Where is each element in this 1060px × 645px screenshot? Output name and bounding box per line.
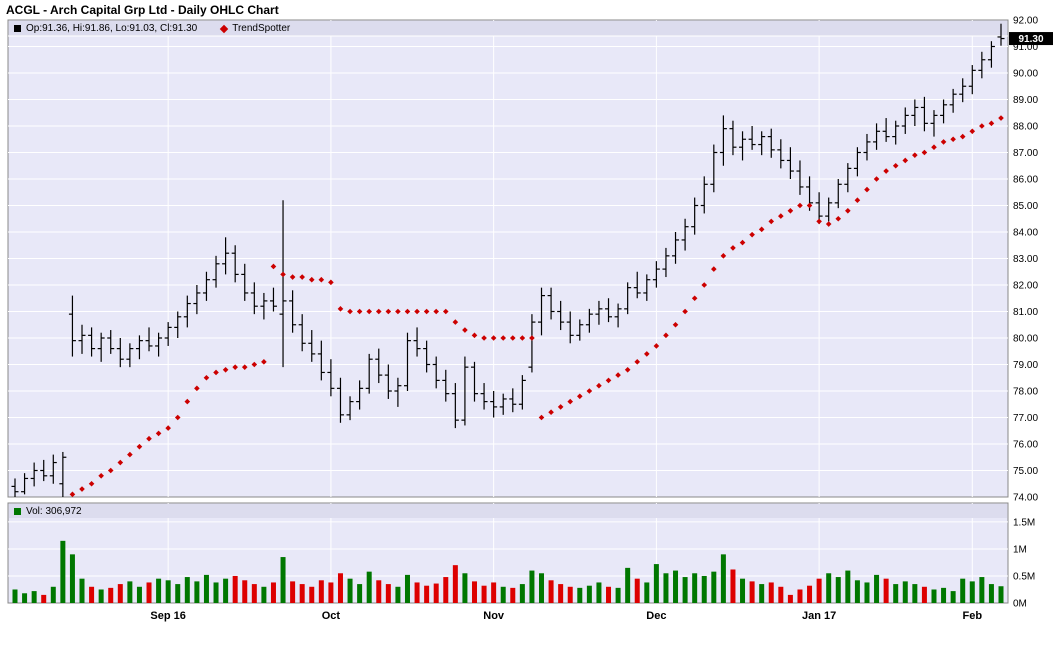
svg-text:85.00: 85.00 bbox=[1013, 201, 1038, 212]
svg-text:Feb: Feb bbox=[963, 610, 983, 622]
svg-text:83.00: 83.00 bbox=[1013, 254, 1038, 265]
svg-text:89.00: 89.00 bbox=[1013, 95, 1038, 106]
svg-text:92.00: 92.00 bbox=[1013, 16, 1038, 27]
svg-text:1M: 1M bbox=[1013, 544, 1027, 555]
volume-legend: Vol: 306,972 bbox=[14, 506, 82, 517]
ohlc-legend-swatch-icon bbox=[14, 25, 21, 32]
svg-text:74.00: 74.00 bbox=[1013, 493, 1038, 504]
svg-text:0M: 0M bbox=[1013, 599, 1027, 610]
volume-legend-swatch-icon bbox=[14, 508, 21, 515]
svg-text:0.5M: 0.5M bbox=[1013, 571, 1035, 582]
svg-text:87.00: 87.00 bbox=[1013, 148, 1038, 159]
price-legend: Op:91.36, Hi:91.86, Lo:91.03, Cl:91.30 T… bbox=[14, 23, 290, 34]
chart-title: ACGL - Arch Capital Grp Ltd - Daily OHLC… bbox=[6, 3, 279, 17]
svg-text:91.00: 91.00 bbox=[1013, 42, 1038, 53]
ohlc-legend-text: Op:91.36, Hi:91.86, Lo:91.03, Cl:91.30 bbox=[26, 23, 198, 34]
svg-text:Oct: Oct bbox=[322, 610, 341, 622]
svg-text:90.00: 90.00 bbox=[1013, 69, 1038, 80]
svg-text:Nov: Nov bbox=[483, 610, 505, 622]
svg-text:88.00: 88.00 bbox=[1013, 122, 1038, 133]
svg-text:77.00: 77.00 bbox=[1013, 413, 1038, 424]
svg-text:78.00: 78.00 bbox=[1013, 387, 1038, 398]
svg-text:76.00: 76.00 bbox=[1013, 440, 1038, 451]
svg-text:75.00: 75.00 bbox=[1013, 466, 1038, 477]
volume-legend-text: Vol: 306,972 bbox=[26, 506, 82, 517]
svg-text:Jan 17: Jan 17 bbox=[802, 610, 836, 622]
svg-text:81.00: 81.00 bbox=[1013, 307, 1038, 318]
svg-text:1.5M: 1.5M bbox=[1013, 517, 1035, 528]
svg-text:82.00: 82.00 bbox=[1013, 281, 1038, 292]
svg-text:84.00: 84.00 bbox=[1013, 228, 1038, 239]
trendspotter-legend-text: TrendSpotter bbox=[232, 23, 291, 34]
svg-text:79.00: 79.00 bbox=[1013, 360, 1038, 371]
svg-text:86.00: 86.00 bbox=[1013, 175, 1038, 186]
svg-text:Dec: Dec bbox=[646, 610, 666, 622]
trendspotter-legend-diamond-icon bbox=[219, 24, 229, 33]
svg-text:91.30: 91.30 bbox=[1018, 34, 1043, 45]
svg-text:Sep 16: Sep 16 bbox=[150, 610, 185, 622]
svg-text:80.00: 80.00 bbox=[1013, 334, 1038, 345]
